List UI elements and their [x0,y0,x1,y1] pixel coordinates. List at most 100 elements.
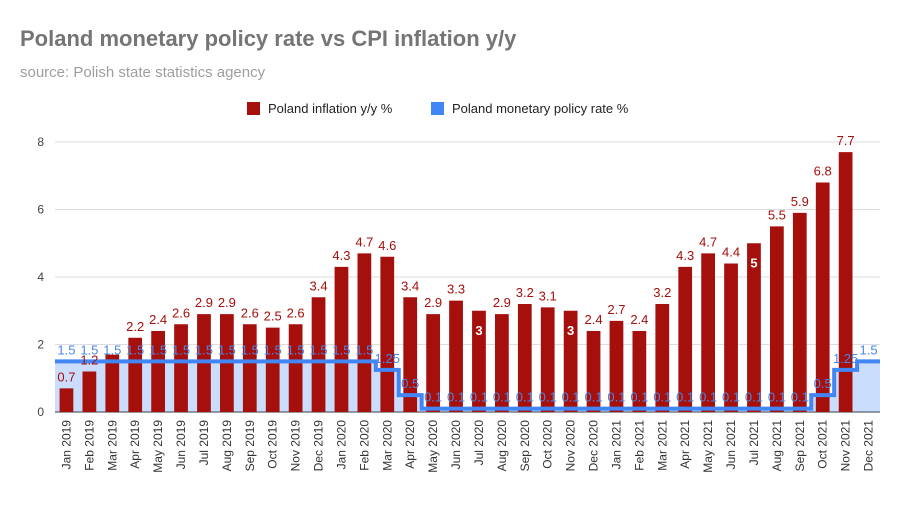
inflation-bar [495,314,509,412]
inflation-bar [632,331,647,412]
policy-rate-data-label: 0.1 [653,390,671,405]
inflation-bar [701,253,715,412]
legend-label-policy-rate: Poland monetary policy rate % [452,101,629,116]
policy-rate-data-label: 0.1 [539,390,557,405]
inflation-bar [265,327,280,412]
inflation-data-label: 3.1 [539,288,557,303]
policy-rate-data-label: 0.1 [607,390,625,405]
inflation-bar [128,337,143,412]
inflation-bar [311,297,326,412]
inflation-data-label: 4.7 [355,234,373,249]
policy-rate-data-label: 0.1 [745,390,763,405]
inflation-bar [678,266,693,412]
inflation-data-label: 5 [750,255,757,270]
inflation-data-label: 3.2 [653,285,671,300]
x-tick-label: Jan 2020 [334,420,348,470]
policy-rate-data-label: 1.5 [149,342,167,357]
policy-rate-data-label: 1.5 [310,342,328,357]
x-tick-label: Jan 2019 [59,420,73,470]
policy-rate-data-label: 1.5 [80,342,98,357]
x-tick-label: May 2020 [426,420,440,473]
policy-rate-data-label: 0.1 [447,390,465,405]
x-tick-label: Dec 2021 [862,420,876,472]
x-tick-label: Jun 2019 [174,420,188,470]
inflation-data-label: 3.2 [516,285,534,300]
x-tick-label: Apr 2021 [678,420,692,469]
x-tick-label: Dec 2020 [587,420,601,472]
inflation-data-label: 4.7 [699,234,717,249]
x-tick-label: Mar 2021 [655,420,669,471]
inflation-data-label: 2.2 [126,319,144,334]
inflation-data-label: 5.5 [768,207,786,222]
x-tick-label: Oct 2020 [541,420,555,469]
inflation-bar [59,388,74,412]
inflation-data-label: 0.7 [57,369,75,384]
inflation-data-label: 2.9 [195,295,213,310]
x-tick-label: Jul 2019 [197,420,211,466]
policy-rate-data-label: 0.1 [585,390,603,405]
x-tick-label: Aug 2020 [495,420,509,472]
y-tick-label: 2 [37,338,44,352]
inflation-data-label: 2.9 [493,295,511,310]
inflation-data-label: 2.9 [424,295,442,310]
inflation-data-label: 2.9 [218,295,236,310]
x-tick-label: Mar 2019 [105,420,119,471]
policy-rate-data-label: 0.1 [791,390,809,405]
policy-rate-data-label: 1.5 [264,342,282,357]
policy-rate-data-label: 1.25 [833,351,858,366]
inflation-bar [472,310,486,412]
inflation-bar [609,320,624,412]
inflation-data-label: 4.6 [378,238,396,253]
inflation-bar [563,310,578,412]
inflation-data-label: 1.2 [80,353,98,368]
inflation-bar [586,331,601,412]
chart-title: Poland monetary policy rate vs CPI infla… [20,26,517,51]
x-tick-label: Nov 2020 [564,420,578,472]
x-tick-label: Aug 2021 [770,420,784,472]
policy-rate-data-label: 0.1 [516,390,534,405]
x-tick-label: Jun 2020 [449,420,463,470]
x-tick-label: Mar 2020 [380,420,394,471]
x-tick-label: Nov 2021 [839,420,853,472]
x-tick-label: Oct 2019 [266,420,280,469]
x-tick-label: Jul 2021 [747,420,761,466]
chart-subtitle: source: Polish state statistics agency [20,64,266,81]
policy-rate-data-label: 1.5 [57,342,75,357]
policy-rate-data-label: 1.5 [172,342,190,357]
inflation-bar [174,324,188,412]
policy-rate-data-label: 1.5 [287,342,305,357]
inflation-bar [105,354,120,412]
policy-rate-data-label: 0.1 [470,390,488,405]
x-tick-label: Aug 2019 [220,420,234,472]
inflation-bar [517,304,532,412]
x-tick-label: Oct 2021 [816,420,830,469]
policy-rate-line [55,359,880,411]
inflation-bar [770,226,784,412]
inflation-bar [815,182,830,412]
policy-rate-area [55,361,880,412]
x-tick-label: Sep 2021 [793,420,807,472]
inflation-data-label: 6.8 [814,164,832,179]
policy-rate-data-label: 1.5 [332,342,350,357]
inflation-bar [426,314,440,412]
policy-rate-data-label: 1.5 [103,342,121,357]
inflation-data-label: 3 [475,323,482,338]
y-tick-label: 0 [37,405,44,419]
policy-rate-data-label: 1.25 [375,351,400,366]
policy-rate-data-label: 0.1 [493,390,511,405]
inflation-data-label: 3.4 [310,278,328,293]
x-tick-label: Feb 2020 [357,420,371,471]
inflation-data-label: 2.4 [630,312,648,327]
inflation-bar [288,324,303,412]
inflation-bar [334,266,349,412]
inflation-bar [655,304,670,412]
legend-swatch-inflation [247,102,260,115]
x-tick-label: Dec 2019 [312,420,326,472]
inflation-data-label: 2.6 [241,305,259,320]
inflation-bar [792,212,807,412]
inflation-bar [403,297,418,412]
inflation-bar [242,324,257,412]
inflation-data-label: 4.3 [676,248,694,263]
inflation-bar [449,300,463,412]
